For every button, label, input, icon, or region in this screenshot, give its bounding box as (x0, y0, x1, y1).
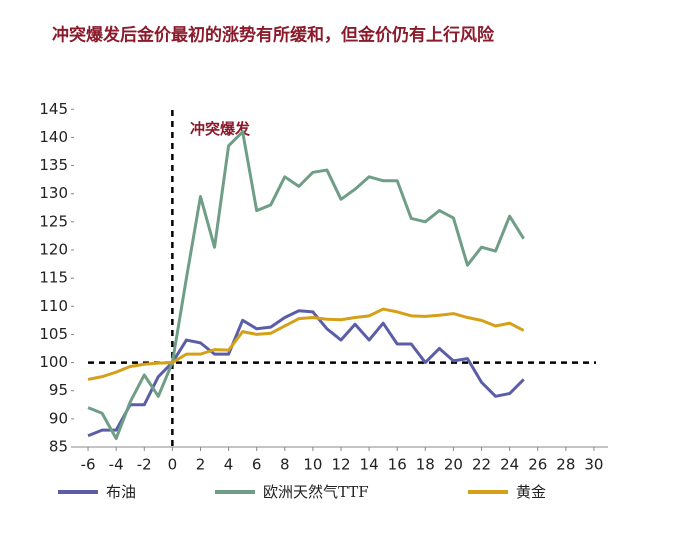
x-tick-label: 16 (388, 456, 407, 474)
annotation: 冲突爆发 (190, 120, 251, 138)
chart-title: 冲突爆发后金价最初的涨势有所缓和，但金价仍有上行风险 (52, 25, 495, 46)
y-tick-label: 105 (39, 325, 68, 343)
x-tick-label: -4 (109, 456, 124, 474)
x-tick-label: 0 (168, 456, 178, 474)
y-tick-label: 100 (39, 353, 68, 371)
x-tick-label: 10 (303, 456, 322, 474)
x-tick-label: 12 (331, 456, 350, 474)
x-tick-label: 14 (360, 456, 379, 474)
x-tick-label: 26 (528, 456, 547, 474)
x-tick-label: 8 (280, 456, 290, 474)
x-tick-label: 18 (416, 456, 435, 474)
x-tick-label: 20 (444, 456, 463, 474)
y-tick-label: 120 (39, 240, 68, 258)
x-tick-label: 28 (556, 456, 575, 474)
y-tick-label: 95 (49, 381, 68, 399)
y-tick-label: 90 (49, 409, 68, 427)
x-tick-label: -6 (81, 456, 96, 474)
y-tick-label: 125 (39, 212, 68, 230)
x-tick-label: 30 (584, 456, 603, 474)
y-tick-label: 130 (39, 184, 68, 202)
legend-label: 黄金 (516, 483, 546, 501)
x-tick-label: 6 (252, 456, 262, 474)
line-series (87, 309, 525, 438)
y-tick-label: 85 (49, 438, 68, 456)
y-tick-label: 135 (39, 156, 68, 174)
y-tick-label: 145 (39, 100, 68, 118)
legend-label: 布油 (106, 483, 136, 501)
legend-label: 欧洲天然气TTF (263, 483, 369, 501)
x-tick-label: -2 (137, 456, 152, 474)
x-tick-label: 2 (196, 456, 206, 474)
x-tick-label: 4 (224, 456, 234, 474)
y-tick-label: 110 (39, 297, 68, 315)
line-series (87, 130, 525, 441)
y-tick-label: 115 (39, 269, 68, 287)
line-series (87, 307, 525, 381)
y-tick-label: 140 (39, 128, 68, 146)
x-tick-label: 22 (472, 456, 491, 474)
x-tick-label: 24 (500, 456, 519, 474)
